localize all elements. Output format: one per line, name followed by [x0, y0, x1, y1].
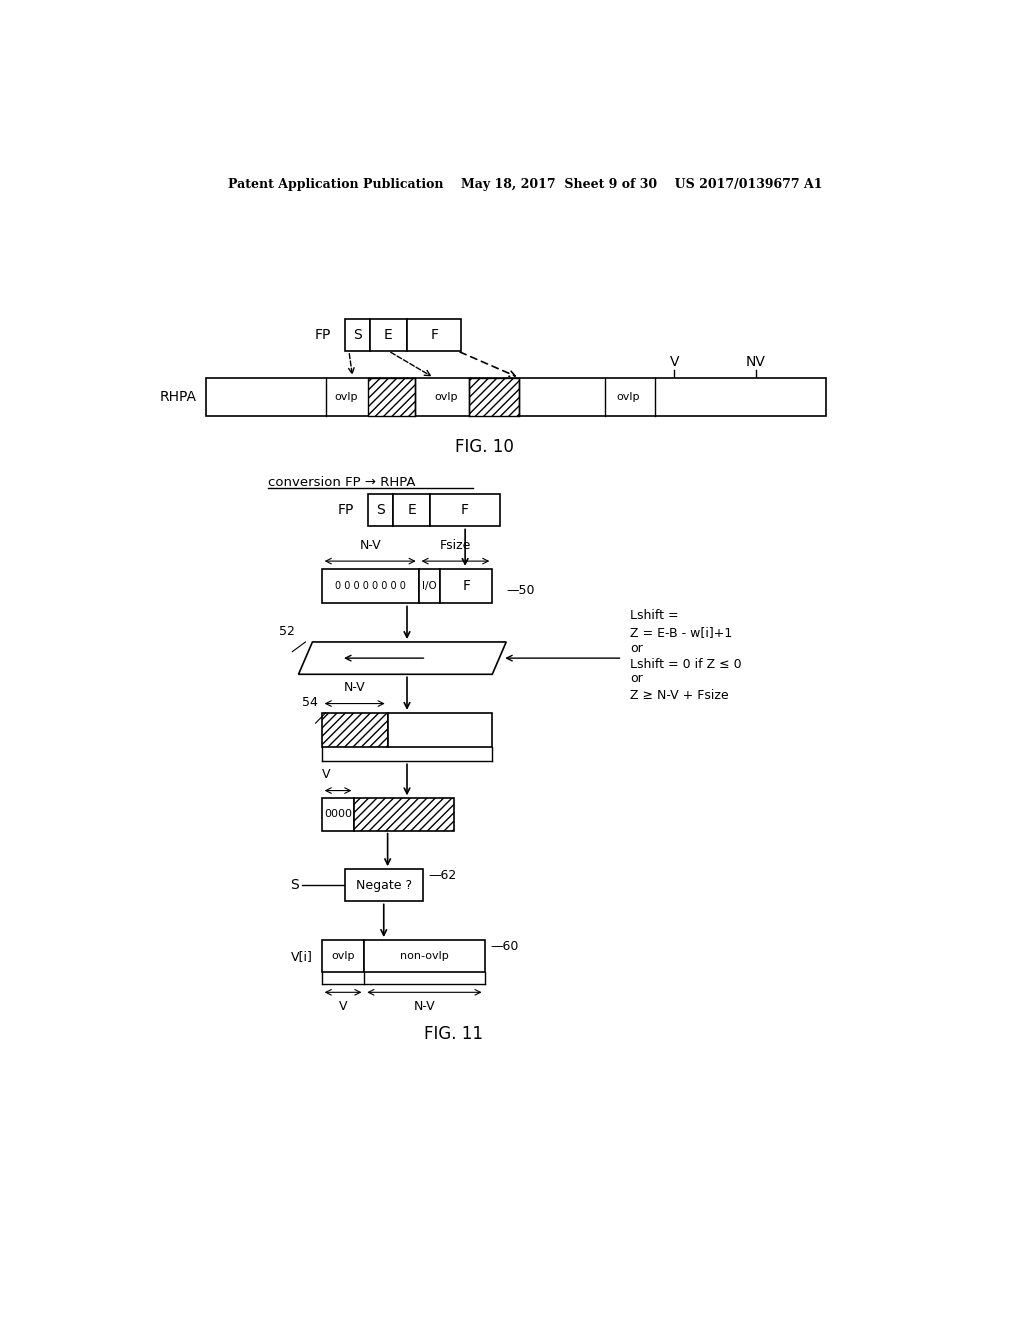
- Text: F: F: [462, 579, 470, 593]
- Text: N-V: N-V: [344, 681, 366, 694]
- FancyBboxPatch shape: [369, 378, 415, 416]
- FancyBboxPatch shape: [419, 569, 440, 603]
- Text: FIG. 10: FIG. 10: [455, 438, 514, 457]
- Text: non-ovlp: non-ovlp: [400, 952, 449, 961]
- Text: or: or: [630, 642, 643, 655]
- FancyBboxPatch shape: [370, 318, 407, 351]
- Text: ovlp: ovlp: [616, 392, 640, 403]
- Text: Negate ?: Negate ?: [355, 879, 412, 892]
- Text: N-V: N-V: [359, 539, 381, 552]
- FancyBboxPatch shape: [430, 494, 500, 527]
- FancyBboxPatch shape: [322, 713, 388, 747]
- FancyBboxPatch shape: [388, 713, 493, 747]
- Text: FIG. 11: FIG. 11: [424, 1024, 483, 1043]
- Text: S: S: [353, 327, 361, 342]
- Text: E: E: [408, 503, 416, 517]
- Polygon shape: [299, 642, 506, 675]
- FancyBboxPatch shape: [469, 378, 519, 416]
- Text: FP: FP: [338, 503, 354, 517]
- FancyBboxPatch shape: [369, 494, 393, 527]
- FancyBboxPatch shape: [345, 318, 370, 351]
- Text: —62: —62: [429, 869, 457, 882]
- FancyBboxPatch shape: [322, 940, 365, 973]
- Text: NV: NV: [745, 355, 766, 368]
- Text: Lshift =: Lshift =: [630, 610, 679, 622]
- Text: ovlp: ovlp: [332, 952, 354, 961]
- Text: F: F: [461, 503, 469, 517]
- Text: 0000: 0000: [324, 809, 352, 820]
- Text: RHPA: RHPA: [159, 391, 197, 404]
- Text: V[i]: V[i]: [291, 949, 312, 962]
- Text: 54: 54: [302, 696, 317, 709]
- Text: F: F: [430, 327, 438, 342]
- FancyBboxPatch shape: [393, 494, 430, 527]
- Text: S: S: [290, 878, 299, 892]
- Text: N-V: N-V: [414, 1001, 435, 1012]
- FancyBboxPatch shape: [354, 799, 454, 830]
- Text: 52: 52: [279, 626, 295, 638]
- Text: —60: —60: [490, 940, 519, 953]
- Text: —50: —50: [506, 585, 535, 598]
- FancyBboxPatch shape: [322, 569, 419, 603]
- Text: I/O: I/O: [422, 581, 437, 591]
- Text: V: V: [339, 1001, 347, 1012]
- Text: ovlp: ovlp: [335, 392, 358, 403]
- Text: Fsize: Fsize: [439, 539, 471, 552]
- FancyBboxPatch shape: [322, 799, 354, 830]
- Text: V: V: [670, 355, 679, 368]
- Text: 0 0 0 0 0 0 0 0: 0 0 0 0 0 0 0 0: [335, 581, 406, 591]
- Text: V: V: [322, 768, 331, 781]
- FancyBboxPatch shape: [440, 569, 493, 603]
- FancyBboxPatch shape: [365, 940, 484, 973]
- Text: Patent Application Publication    May 18, 2017  Sheet 9 of 30    US 2017/0139677: Patent Application Publication May 18, 2…: [227, 178, 822, 190]
- Text: Z ≥ N-V + Fsize: Z ≥ N-V + Fsize: [630, 689, 729, 702]
- Text: Z = E-B - w[i]+1: Z = E-B - w[i]+1: [630, 626, 732, 639]
- Text: conversion FP → RHPA: conversion FP → RHPA: [267, 475, 415, 488]
- FancyBboxPatch shape: [206, 378, 825, 416]
- Text: Lshift = 0 if Z ≤ 0: Lshift = 0 if Z ≤ 0: [630, 657, 741, 671]
- Text: FP: FP: [314, 327, 331, 342]
- Text: or: or: [630, 672, 643, 685]
- Text: S: S: [376, 503, 385, 517]
- FancyBboxPatch shape: [407, 318, 461, 351]
- FancyBboxPatch shape: [345, 869, 423, 902]
- Text: E: E: [384, 327, 393, 342]
- Text: ovlp: ovlp: [434, 392, 458, 403]
